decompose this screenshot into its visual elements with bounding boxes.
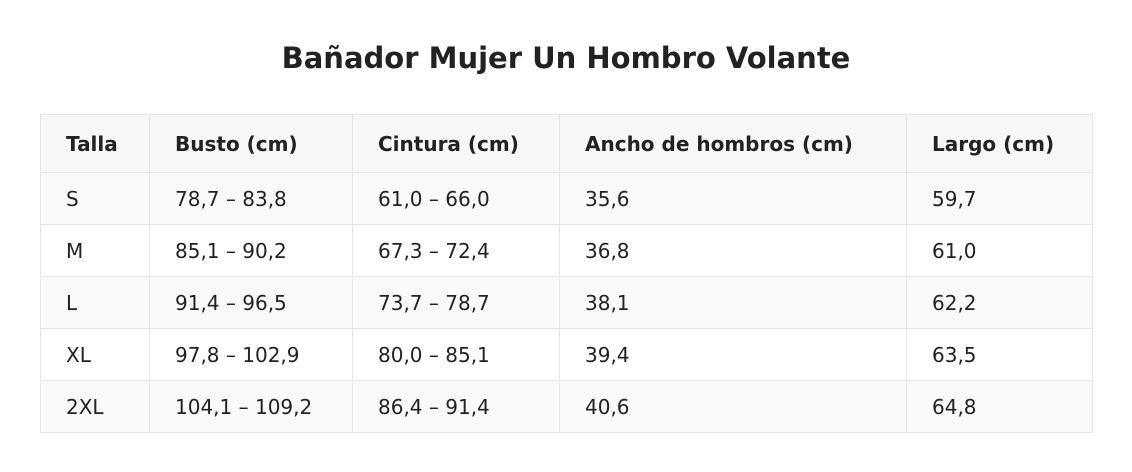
header-length: Largo (cm) — [906, 114, 1093, 173]
cell-bust: 85,1 – 90,2 — [149, 224, 353, 277]
table-row: L 91,4 – 96,5 73,7 – 78,7 38,1 62,2 — [40, 276, 1093, 329]
cell-length: 64,8 — [906, 380, 1093, 433]
cell-waist: 73,7 – 78,7 — [352, 276, 560, 329]
cell-size: XL — [40, 328, 150, 381]
cell-shoulder-width: 36,8 — [559, 224, 907, 277]
cell-length: 59,7 — [906, 172, 1093, 225]
cell-bust: 104,1 – 109,2 — [149, 380, 353, 433]
cell-size: 2XL — [40, 380, 150, 433]
header-shoulder-width: Ancho de hombros (cm) — [559, 114, 907, 173]
header-waist: Cintura (cm) — [352, 114, 560, 173]
cell-shoulder-width: 35,6 — [559, 172, 907, 225]
table-row: M 85,1 – 90,2 67,3 – 72,4 36,8 61,0 — [40, 224, 1093, 277]
cell-size: M — [40, 224, 150, 277]
header-bust: Busto (cm) — [149, 114, 353, 173]
cell-size: S — [40, 172, 150, 225]
page-title: Bañador Mujer Un Hombro Volante — [281, 41, 851, 75]
cell-size: L — [40, 276, 150, 329]
cell-bust: 97,8 – 102,9 — [149, 328, 353, 381]
cell-length: 62,2 — [906, 276, 1093, 329]
size-chart-table: Talla Busto (cm) Cintura (cm) Ancho de h… — [40, 114, 1093, 433]
cell-shoulder-width: 38,1 — [559, 276, 907, 329]
cell-waist: 67,3 – 72,4 — [352, 224, 560, 277]
cell-waist: 80,0 – 85,1 — [352, 328, 560, 381]
table-row: S 78,7 – 83,8 61,0 – 66,0 35,6 59,7 — [40, 172, 1093, 225]
table-row: XL 97,8 – 102,9 80,0 – 85,1 39,4 63,5 — [40, 328, 1093, 381]
table-row: 2XL 104,1 – 109,2 86,4 – 91,4 40,6 64,8 — [40, 380, 1093, 433]
cell-waist: 61,0 – 66,0 — [352, 172, 560, 225]
cell-bust: 91,4 – 96,5 — [149, 276, 353, 329]
table-header-row: Talla Busto (cm) Cintura (cm) Ancho de h… — [40, 114, 1093, 173]
cell-length: 63,5 — [906, 328, 1093, 381]
cell-shoulder-width: 40,6 — [559, 380, 907, 433]
cell-waist: 86,4 – 91,4 — [352, 380, 560, 433]
header-size: Talla — [40, 114, 150, 173]
cell-length: 61,0 — [906, 224, 1093, 277]
cell-shoulder-width: 39,4 — [559, 328, 907, 381]
cell-bust: 78,7 – 83,8 — [149, 172, 353, 225]
